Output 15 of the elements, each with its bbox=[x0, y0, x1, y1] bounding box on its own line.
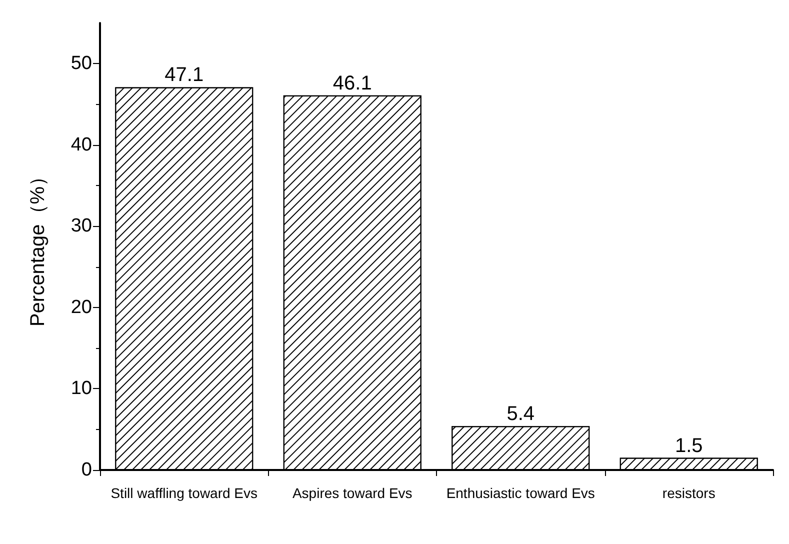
x-tick-label: Enthusiastic toward Evs bbox=[446, 485, 595, 501]
x-tick-label: Still waffling toward Evs bbox=[110, 485, 258, 501]
y-tick-label: 30 bbox=[70, 216, 92, 237]
data-label: 5.4 bbox=[506, 403, 535, 426]
x-tick-label: resistors bbox=[662, 485, 716, 501]
y-axis-title: Percentage（%） bbox=[27, 166, 49, 327]
y-tick-label: 10 bbox=[70, 378, 92, 400]
data-label: 46.1 bbox=[332, 72, 372, 94]
y-tick-label: 0 bbox=[81, 460, 92, 480]
data-label: 47.1 bbox=[164, 64, 204, 86]
x-tick-label: Aspires toward Evs bbox=[292, 485, 412, 501]
y-tick-label: 50 bbox=[70, 53, 92, 74]
y-tick-label: 40 bbox=[70, 134, 92, 156]
data-label: 1.5 bbox=[674, 434, 703, 457]
y-tick-label: 20 bbox=[70, 296, 92, 318]
